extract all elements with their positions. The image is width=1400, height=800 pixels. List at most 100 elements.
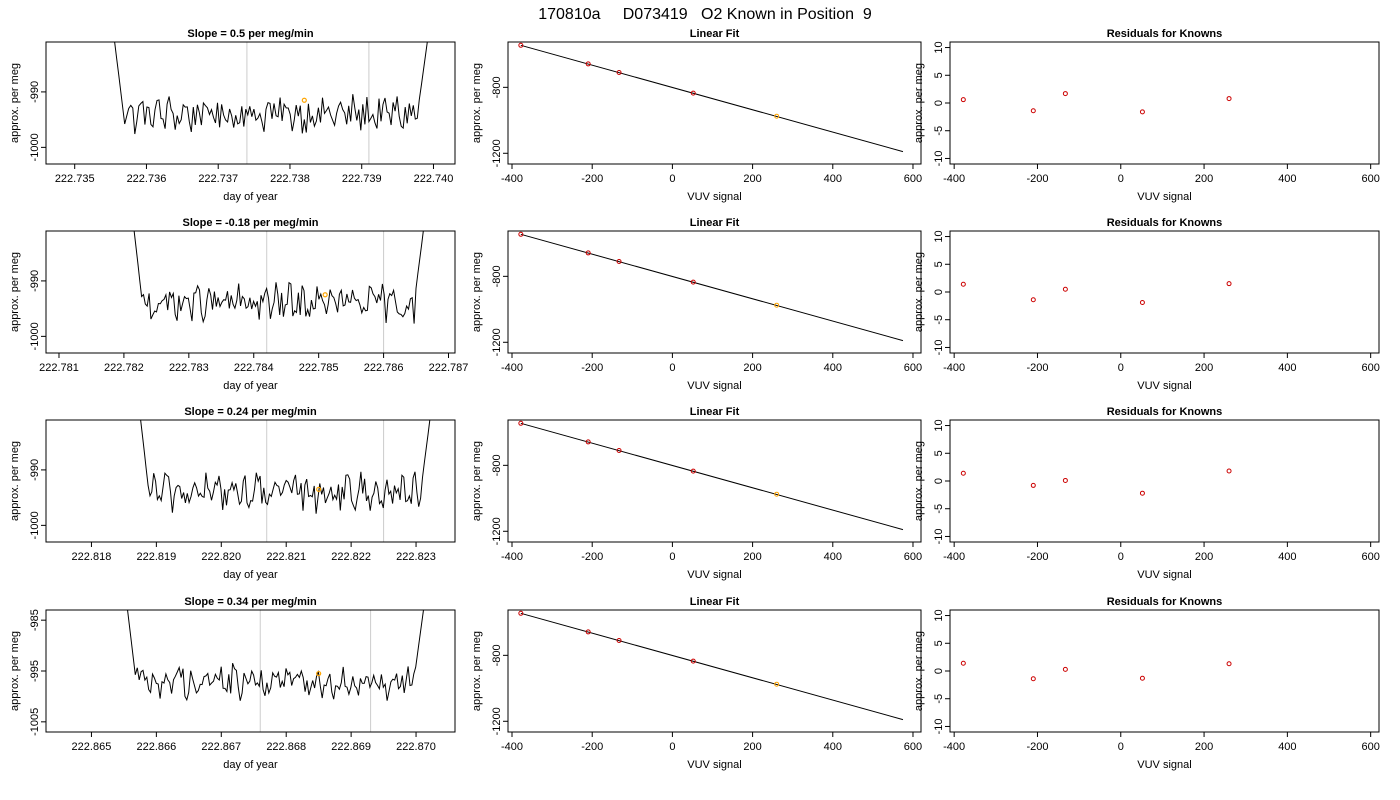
x-tick-label: 222.823 (396, 551, 436, 563)
fit-line (520, 44, 904, 153)
panel-title: Slope = 0.5 per meg/min (187, 28, 314, 40)
plot-area (133, 231, 424, 353)
y-axis-label: approx. per meg (471, 63, 483, 143)
y-tick-label: -985 (29, 609, 41, 631)
plot-frame (507, 419, 922, 543)
plot-area (518, 610, 904, 721)
y-tick-label: -5 (933, 504, 945, 514)
y-axis-label: approx. per meg (913, 631, 925, 711)
panel-0-1: Linear Fit -400 -200 0 200 400 600 -800 -1200 VUV… (471, 28, 922, 203)
plot-frame (45, 41, 456, 165)
plot-area (140, 420, 431, 542)
x-tick-label: 222.738 (270, 173, 310, 185)
fit-point (518, 42, 524, 48)
x-tick-label: 200 (743, 741, 761, 753)
y-axis-label: approx. per meg (471, 441, 483, 521)
panel-title: Slope = 0.24 per meg/min (184, 406, 317, 418)
x-axis-label: VUV signal (687, 191, 741, 203)
x-tick-label: 600 (1361, 741, 1379, 753)
panel-2-0: Slope = 0.24 per meg/min 222.818 222.819 22… (9, 406, 456, 581)
x-axis-label: VUV signal (1137, 380, 1191, 392)
panel-3-2: Residuals for Knowns -400 -200 0 200 400 600 10… (913, 596, 1380, 771)
residual-point (1030, 676, 1036, 682)
x-tick-label: 200 (743, 173, 761, 185)
y-tick-label: 0 (933, 478, 945, 484)
signal-trace (127, 610, 424, 702)
x-tick-label: 0 (1118, 551, 1124, 563)
x-tick-label: 0 (1118, 741, 1124, 753)
x-tick-label: 200 (743, 551, 761, 563)
y-tick-label: -1005 (29, 708, 41, 736)
x-tick-label: 222.819 (136, 551, 176, 563)
x-tick-label: -400 (943, 741, 965, 753)
fit-point (616, 70, 622, 75)
plot-area (127, 610, 424, 732)
y-axis-label: approx. per meg (9, 252, 21, 332)
x-tick-label: 600 (904, 362, 922, 374)
plot-area (960, 281, 1232, 306)
fit-point (616, 448, 622, 453)
residual-point (1030, 108, 1036, 114)
x-axis-label: day of year (223, 191, 278, 203)
x-tick-label: 400 (824, 362, 842, 374)
panel-0-0: Slope = 0.5 per meg/min 222.735 222.736 222… (9, 28, 456, 203)
sample-marker (316, 670, 322, 677)
residual-point (1226, 281, 1232, 287)
y-tick-label: -995 (29, 660, 41, 682)
y-axis-label: approx. per meg (913, 252, 925, 332)
y-tick-label: 10 (933, 230, 945, 242)
y-tick-label: -10 (933, 719, 945, 735)
x-tick-label: 0 (669, 173, 675, 185)
fit-point (774, 302, 780, 308)
y-tick-label: 10 (933, 609, 945, 621)
x-tick-label: 600 (1361, 362, 1379, 374)
x-tick-label: 600 (904, 173, 922, 185)
x-axis-label: day of year (223, 380, 278, 392)
y-tick-label: -1000 (29, 322, 41, 350)
x-tick-label: 222.783 (169, 362, 209, 374)
x-tick-label: 222.781 (39, 362, 79, 374)
sample-marker (301, 97, 307, 103)
y-tick-label: -990 (29, 459, 41, 481)
plot-area (518, 420, 904, 531)
plot-frame (949, 230, 1380, 354)
residual-point (1062, 286, 1068, 292)
fit-line (520, 612, 904, 721)
fit-point (690, 90, 696, 96)
panel-title: Slope = -0.18 per meg/min (182, 217, 318, 229)
residual-point (1226, 661, 1232, 667)
fit-point (774, 681, 780, 687)
signal-trace (133, 231, 424, 324)
x-tick-label: -200 (1026, 173, 1048, 185)
panel-3-1: Linear Fit -400 -200 0 200 400 600 -800 -1200 VUV… (471, 596, 922, 771)
y-tick-label: -990 (29, 81, 41, 103)
fit-point (690, 468, 696, 474)
plot-area (960, 468, 1232, 496)
y-axis-label: approx. per meg (9, 631, 21, 711)
plot-area (960, 91, 1232, 115)
y-tick-label: 5 (933, 450, 945, 456)
x-tick-label: 400 (1278, 741, 1296, 753)
y-tick-label: -1000 (29, 511, 41, 539)
x-tick-label: 222.820 (201, 551, 241, 563)
y-tick-label: 0 (933, 100, 945, 106)
x-tick-label: 222.867 (201, 741, 241, 753)
x-tick-label: 222.785 (299, 362, 339, 374)
residual-point (960, 470, 966, 476)
x-tick-label: 400 (1278, 551, 1296, 563)
y-tick-label: -800 (491, 265, 503, 287)
residual-point (1062, 477, 1068, 483)
residual-point (1226, 96, 1232, 102)
panel-title: Residuals for Knowns (1107, 406, 1223, 418)
x-tick-label: 200 (1195, 362, 1213, 374)
y-tick-label: -1200 (491, 707, 503, 735)
y-tick-label: -10 (933, 340, 945, 356)
x-tick-label: -400 (943, 551, 965, 563)
fit-point (518, 231, 524, 237)
panel-title: Slope = 0.34 per meg/min (184, 596, 317, 608)
x-tick-label: 222.818 (72, 551, 112, 563)
fit-point (518, 610, 524, 616)
residual-point (1139, 675, 1145, 681)
residual-point (1139, 300, 1145, 306)
y-axis-label: approx. per meg (9, 63, 21, 143)
